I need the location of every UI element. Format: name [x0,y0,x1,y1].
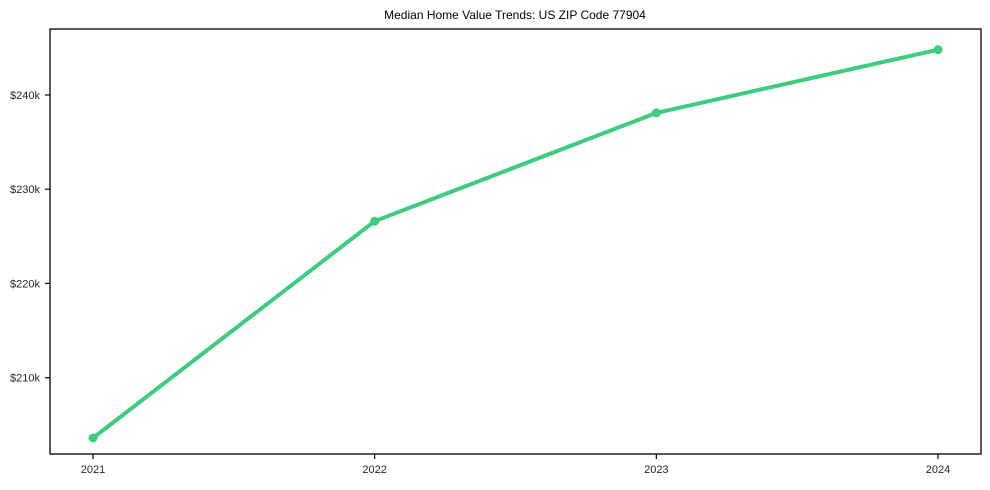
data-point-marker [370,216,380,226]
y-tick-label: $220k [10,278,40,290]
data-point-marker [651,108,661,118]
y-axis: $210k $220k $230k $240k [10,90,50,385]
y-tick-label: $230k [10,184,40,196]
x-tick-label: 2022 [362,464,386,476]
data-point-marker [88,433,98,443]
x-tick-label: 2021 [81,464,105,476]
chart-title: Median Home Value Trends: US ZIP Code 77… [384,8,646,22]
data-point-markers [88,45,943,443]
x-tick-label: 2024 [926,464,950,476]
y-tick-label: $210k [10,373,40,385]
series-line [91,47,940,440]
y-tick-label: $240k [10,90,40,102]
data-point-marker [933,45,943,55]
x-tick-label: 2023 [644,464,668,476]
plot-area-border [49,28,982,455]
x-axis: 2021 2022 2023 2024 [81,454,950,476]
